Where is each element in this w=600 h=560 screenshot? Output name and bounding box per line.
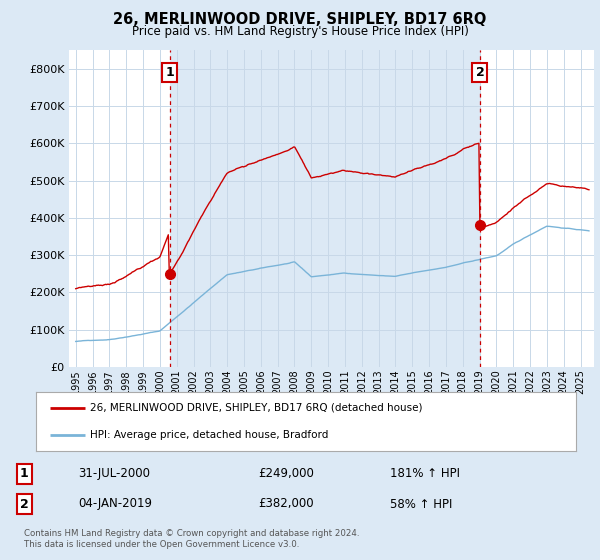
Text: 181% ↑ HPI: 181% ↑ HPI (390, 468, 460, 480)
Text: 58% ↑ HPI: 58% ↑ HPI (390, 497, 452, 511)
Text: 26, MERLINWOOD DRIVE, SHIPLEY, BD17 6RQ (detached house): 26, MERLINWOOD DRIVE, SHIPLEY, BD17 6RQ … (90, 403, 422, 413)
Text: 1: 1 (20, 468, 28, 480)
Text: 04-JAN-2019: 04-JAN-2019 (78, 497, 152, 511)
Text: 1: 1 (165, 66, 174, 79)
Text: £382,000: £382,000 (258, 497, 314, 511)
Text: 26, MERLINWOOD DRIVE, SHIPLEY, BD17 6RQ: 26, MERLINWOOD DRIVE, SHIPLEY, BD17 6RQ (113, 12, 487, 27)
Text: 31-JUL-2000: 31-JUL-2000 (78, 468, 150, 480)
Bar (170, 50, 480, 367)
Text: 2: 2 (476, 66, 484, 79)
Text: 2: 2 (20, 497, 28, 511)
Text: HPI: Average price, detached house, Bradford: HPI: Average price, detached house, Brad… (90, 430, 328, 440)
Text: Contains HM Land Registry data © Crown copyright and database right 2024.
This d: Contains HM Land Registry data © Crown c… (24, 529, 359, 549)
Text: £249,000: £249,000 (258, 468, 314, 480)
Text: Price paid vs. HM Land Registry's House Price Index (HPI): Price paid vs. HM Land Registry's House … (131, 25, 469, 38)
